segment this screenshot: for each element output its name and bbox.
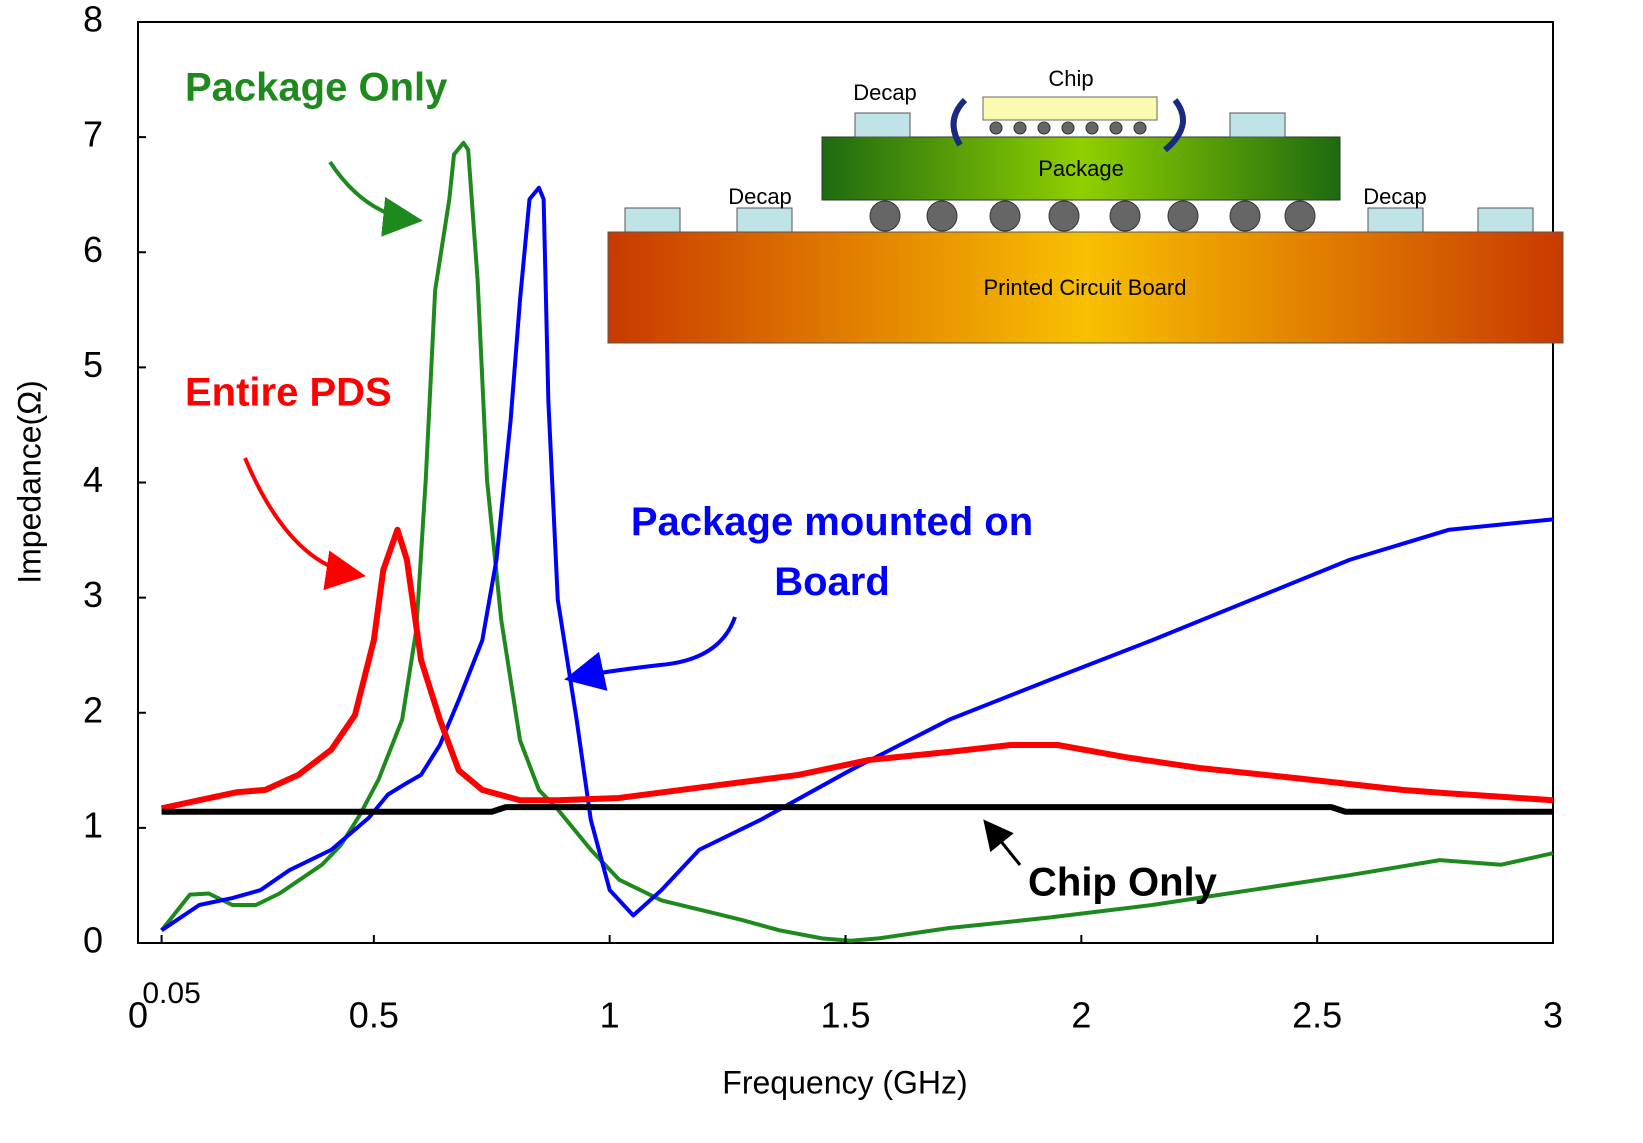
x-tick-label: 0.5: [349, 995, 399, 1036]
series-label: Chip Only: [1028, 861, 1218, 905]
inset-label: Chip: [1048, 66, 1093, 91]
annotation-arrow: [330, 162, 415, 220]
y-tick-label: 0: [83, 920, 103, 961]
chip: [983, 97, 1157, 120]
series-label: Package mounted on Board: [612, 492, 1052, 612]
series-label: Entire PDS: [185, 371, 392, 415]
y-tick-label: 3: [83, 574, 103, 615]
y-tick-label: 5: [83, 344, 103, 385]
x-tick-label: 2.5: [1292, 995, 1342, 1036]
annotation-arrow: [987, 824, 1020, 865]
y-tick-label: 8: [83, 0, 103, 40]
y-tick-label: 6: [83, 229, 103, 270]
series-line: [162, 807, 1553, 812]
inset-label: Decap: [1363, 184, 1427, 209]
x-axis-title: Frequency (GHz): [722, 1064, 967, 1100]
inset-label: Printed Circuit Board: [984, 275, 1187, 300]
annotation-arrow: [245, 458, 358, 575]
page: {"chart_data": {"type": "line", "xlabel"…: [0, 0, 1643, 1143]
x-tick-label: 2: [1071, 995, 1091, 1036]
inset-label: Decap: [853, 80, 917, 105]
inset-diagram: Chip Package Printed Circuit Board Decap…: [608, 66, 1563, 343]
y-axis-title: Impedance(Ω): [11, 380, 47, 584]
x-tick-label: 3: [1543, 995, 1563, 1036]
inset-label: Package: [1038, 156, 1124, 181]
y-tick-label: 2: [83, 689, 103, 730]
inset-label: Decap: [728, 184, 792, 209]
annotation-arrow: [572, 617, 735, 678]
x-tick-label: 0.05: [142, 977, 200, 1010]
x-tick-label: 1.5: [820, 995, 870, 1036]
y-tick-label: 7: [83, 114, 103, 155]
y-tick-label: 4: [83, 459, 103, 500]
series-label: Package Only: [185, 66, 448, 110]
y-tick-label: 1: [83, 804, 103, 845]
x-tick-label: 1: [600, 995, 620, 1036]
